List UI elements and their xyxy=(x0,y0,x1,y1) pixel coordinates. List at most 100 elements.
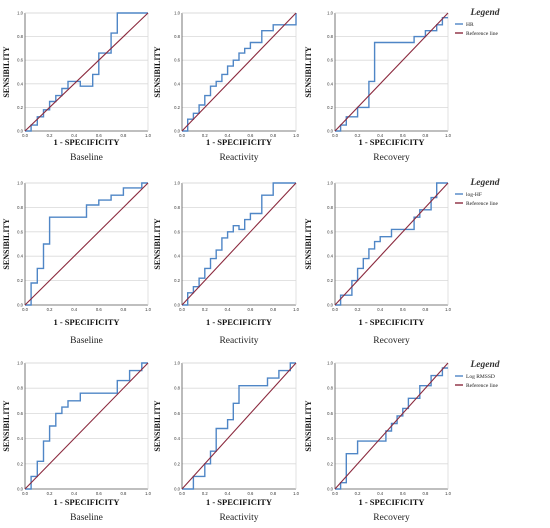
y-tick-label: 1.0 xyxy=(17,361,23,366)
x-tick-label: 1.0 xyxy=(293,133,299,138)
y-tick-label: 1.0 xyxy=(174,11,180,16)
x-tick-label: 0.6 xyxy=(400,133,406,138)
legend-3: Legend Log RMSSD Reference line xyxy=(455,360,500,389)
chart-title: Recovery xyxy=(373,153,410,163)
legend-item: Reference line xyxy=(466,200,498,207)
x-tick-label: 1.0 xyxy=(145,491,151,496)
reference-line xyxy=(334,182,449,306)
y-tick-label: 0.8 xyxy=(17,34,23,39)
y-axis-label: SENSIBILITY xyxy=(153,218,162,269)
y-tick-label: 0.4 xyxy=(174,436,180,441)
x-tick-label: 0.2 xyxy=(202,133,208,138)
x-tick-label: 0.4 xyxy=(71,133,77,138)
x-tick-label: 0.4 xyxy=(71,491,77,496)
reference-line xyxy=(24,362,149,490)
legend-item: HR xyxy=(466,22,474,28)
y-tick-label: 0.8 xyxy=(327,34,333,39)
x-tick-label: 0.4 xyxy=(377,133,383,138)
y-tick-label: 0.8 xyxy=(174,205,180,210)
x-tick-label: 1.0 xyxy=(145,133,151,138)
chart-title: Recovery xyxy=(373,513,410,523)
y-axis-label: SENSIBILITY xyxy=(304,400,313,451)
roc-curve xyxy=(182,362,296,490)
x-tick-label: 1.0 xyxy=(293,307,299,312)
x-tick-label: 0.4 xyxy=(225,491,231,496)
y-tick-label: 0.0 xyxy=(327,303,333,308)
x-tick-label: 0.0 xyxy=(179,133,185,138)
legend-2: Legend log-HF Reference line xyxy=(455,178,500,207)
y-tick-label: 0.0 xyxy=(17,129,23,134)
y-tick-label: 1.0 xyxy=(327,11,333,16)
y-tick-label: 0.6 xyxy=(327,58,333,63)
roc-chart-2: 0.00.0 0.2 0.2 0.4 0.4 0.6 0.6 0.8 0.8 1.0 1.0 SENS… xyxy=(153,11,300,164)
x-tick-label: 0.8 xyxy=(270,307,276,312)
y-tick-label: 1.0 xyxy=(174,181,180,186)
x-tick-label: 0.8 xyxy=(120,491,126,496)
x-axis-label: 1 - SPECIFICITY xyxy=(358,317,424,327)
x-tick-label: 0.4 xyxy=(377,491,383,496)
roc-chart-5: 0.00.0 0.2 0.2 0.4 0.4 0.6 0.6 0.8 0.8 1.0 1.0 SENS… xyxy=(153,181,300,347)
y-tick-label: 0.0 xyxy=(174,487,180,492)
y-tick-label: 1.0 xyxy=(17,181,23,186)
y-tick-label: 0.2 xyxy=(17,461,23,466)
y-tick-label: 1.0 xyxy=(327,181,333,186)
x-tick-label: 0.2 xyxy=(355,491,361,496)
roc-curve xyxy=(25,12,148,132)
y-tick-label: 0.0 xyxy=(174,129,180,134)
legend-title: Legend xyxy=(469,8,499,18)
x-tick-label: 0.0 xyxy=(332,307,338,312)
y-axis-label: SENSIBILITY xyxy=(2,46,11,97)
x-tick-label: 0.0 xyxy=(179,491,185,496)
x-tick-label: 0.2 xyxy=(47,133,53,138)
chart-title: Reactivity xyxy=(219,513,258,523)
y-tick-label: 0.4 xyxy=(327,254,333,259)
y-tick-label: 1.0 xyxy=(174,361,180,366)
y-tick-label: 0.0 xyxy=(327,487,333,492)
x-axis-label: 1 - SPECIFICITY xyxy=(358,497,424,507)
y-tick-label: 0.6 xyxy=(17,411,23,416)
y-tick-label: 0.4 xyxy=(327,436,333,441)
roc-curve xyxy=(25,362,148,490)
chart-title: Baseline xyxy=(70,336,103,346)
y-tick-label: 0.8 xyxy=(174,34,180,39)
x-tick-label: 0.8 xyxy=(422,491,428,496)
x-tick-label: 0.8 xyxy=(270,491,276,496)
x-tick-label: 0.2 xyxy=(47,491,53,496)
x-tick-label: 1.0 xyxy=(293,491,299,496)
legend-item: Reference line xyxy=(466,30,498,37)
y-tick-label: 0.6 xyxy=(17,229,23,234)
x-tick-label: 0.4 xyxy=(377,307,383,312)
roc-chart-1: 0.00.0 0.2 0.2 0.4 0.4 0.6 0.6 0.8 0.8 1.0 1.0 SENS… xyxy=(2,11,152,164)
reference-line xyxy=(181,12,297,132)
x-tick-label: 0.4 xyxy=(225,307,231,312)
x-tick-label: 1.0 xyxy=(445,491,451,496)
x-tick-label: 0.6 xyxy=(96,491,102,496)
y-axis-label: SENSIBILITY xyxy=(153,400,162,451)
legend-item: Log RMSSD xyxy=(466,374,495,380)
x-axis-label: 1 - SPECIFICITY xyxy=(206,137,272,147)
roc-chart-7: 0.00.0 0.2 0.2 0.4 0.4 0.6 0.6 0.8 0.8 1.0 1.0 SENS… xyxy=(2,361,152,524)
chart-title: Baseline xyxy=(70,153,103,163)
x-tick-label: 0.4 xyxy=(225,133,231,138)
y-tick-label: 0.6 xyxy=(174,229,180,234)
x-tick-label: 0.0 xyxy=(22,307,28,312)
x-tick-label: 0.8 xyxy=(422,307,428,312)
x-tick-label: 0.8 xyxy=(120,133,126,138)
y-tick-label: 0.4 xyxy=(174,81,180,86)
chart-title: Baseline xyxy=(70,513,103,523)
x-axis-label: 1 - SPECIFICITY xyxy=(53,317,119,327)
reference-line xyxy=(334,12,449,132)
roc-curve xyxy=(335,182,448,306)
x-tick-label: 0.2 xyxy=(355,307,361,312)
y-axis-label: SENSIBILITY xyxy=(304,46,313,97)
y-tick-label: 0.8 xyxy=(327,386,333,391)
y-tick-label: 1.0 xyxy=(17,11,23,16)
x-tick-label: 0.6 xyxy=(400,307,406,312)
x-tick-label: 1.0 xyxy=(445,133,451,138)
y-tick-label: 0.6 xyxy=(17,58,23,63)
y-tick-label: 0.6 xyxy=(174,411,180,416)
roc-curve xyxy=(182,182,296,306)
reference-line xyxy=(334,362,449,490)
y-axis-label: SENSIBILITY xyxy=(2,400,11,451)
y-axis-label: SENSIBILITY xyxy=(304,218,313,269)
